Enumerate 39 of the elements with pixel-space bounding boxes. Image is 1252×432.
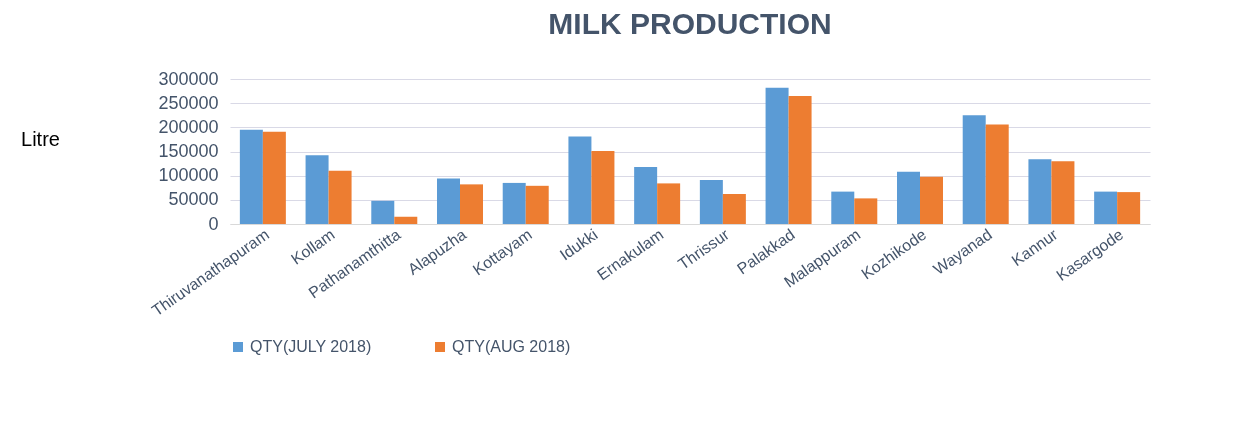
y-tick-label: 0 [208,213,219,234]
y-tick-label: 100000 [158,165,219,186]
y-tick-label: 250000 [158,92,219,113]
y-tick-label: 50000 [168,189,219,210]
bar [634,166,658,224]
bar [568,136,592,224]
bar [262,131,286,224]
bar [920,176,943,224]
y-tick-label: 300000 [158,68,219,89]
bar [1117,192,1141,224]
bar [525,185,549,224]
bar [1094,191,1118,224]
bar [239,129,263,224]
chart-title: MILK PRODUCTION [548,7,832,40]
legend-label: QTY(AUG 2018) [452,338,571,355]
y-axis-title: Litre [21,127,60,150]
y-tick-label: 200000 [158,116,219,137]
bar [305,155,329,224]
bar [591,151,615,224]
bar [985,124,1009,224]
bar [699,180,723,224]
bar [788,95,812,224]
bar [897,171,920,224]
y-tick-label: 150000 [158,141,219,161]
bar [1051,161,1075,224]
bar [1028,159,1052,224]
bar [460,184,483,224]
legend-label: QTY(JULY 2018) [250,338,372,355]
bar [962,115,986,224]
bar [854,198,878,224]
bar [657,183,681,224]
bar [765,87,789,224]
bar [502,182,526,224]
bar [437,178,460,224]
bar [831,191,855,224]
bar [394,216,418,224]
bar [722,194,746,224]
bar [328,170,352,224]
bar [371,200,395,224]
